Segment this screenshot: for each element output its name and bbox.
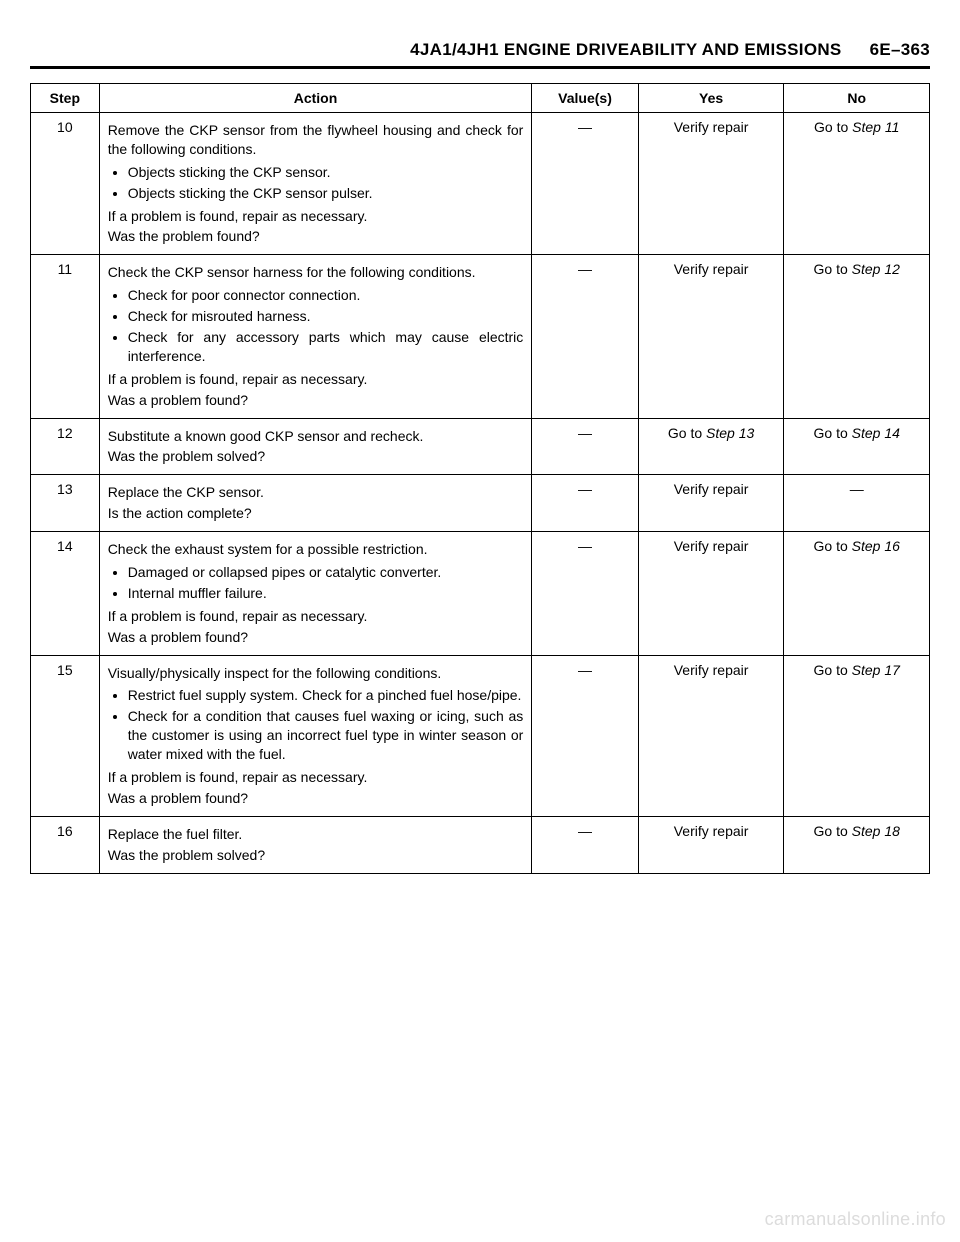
- action-note: If a problem is found, repair as necessa…: [108, 768, 524, 787]
- bullet: Damaged or collapsed pipes or catalytic …: [128, 563, 524, 582]
- table-row: 10 Remove the CKP sensor from the flywhe…: [31, 113, 930, 255]
- cell-no: —: [784, 475, 930, 532]
- yes-prefix: Go to: [668, 425, 706, 441]
- watermark: carmanualsonline.info: [765, 1209, 946, 1230]
- header-page-ref: 6E–363: [870, 40, 930, 60]
- cell-no: Go to Step 18: [784, 816, 930, 873]
- no-step: Step 11: [852, 119, 899, 135]
- action-question: Was a problem found?: [108, 391, 524, 410]
- cell-step: 13: [31, 475, 100, 532]
- no-step: Step 12: [852, 261, 900, 277]
- cell-step: 15: [31, 655, 100, 816]
- col-header-no: No: [784, 84, 930, 113]
- cell-values: —: [532, 532, 638, 655]
- action-intro: Check the exhaust system for a possible …: [108, 540, 524, 559]
- action-bullets: Check for poor connector connection. Che…: [108, 286, 524, 366]
- col-header-yes: Yes: [638, 84, 784, 113]
- cell-step: 16: [31, 816, 100, 873]
- cell-values: —: [532, 255, 638, 418]
- action-bullets: Objects sticking the CKP sensor. Objects…: [108, 163, 524, 203]
- cell-yes: Verify repair: [638, 113, 784, 255]
- table-row: 15 Visually/physically inspect for the f…: [31, 655, 930, 816]
- cell-step: 10: [31, 113, 100, 255]
- cell-yes: Verify repair: [638, 816, 784, 873]
- action-question: Is the action complete?: [108, 504, 524, 523]
- table-row: 16 Replace the fuel filter. Was the prob…: [31, 816, 930, 873]
- no-prefix: Go to: [814, 823, 852, 839]
- cell-yes: Verify repair: [638, 475, 784, 532]
- action-question: Was the problem found?: [108, 227, 524, 246]
- yes-step: Step 13: [706, 425, 754, 441]
- cell-no: Go to Step 11: [784, 113, 930, 255]
- page: 4JA1/4JH1 ENGINE DRIVEABILITY AND EMISSI…: [0, 0, 960, 874]
- bullet: Restrict fuel supply system. Check for a…: [128, 686, 524, 705]
- bullet: Check for poor connector connection.: [128, 286, 524, 305]
- action-question: Was a problem found?: [108, 789, 524, 808]
- action-note: If a problem is found, repair as necessa…: [108, 607, 524, 626]
- cell-values: —: [532, 816, 638, 873]
- action-question: Was the problem solved?: [108, 447, 524, 466]
- bullet: Check for a condition that causes fuel w…: [128, 707, 524, 764]
- bullet: Internal muffler failure.: [128, 584, 524, 603]
- cell-action: Replace the fuel filter. Was the problem…: [99, 816, 532, 873]
- cell-no: Go to Step 17: [784, 655, 930, 816]
- cell-no: Go to Step 16: [784, 532, 930, 655]
- table-row: 11 Check the CKP sensor harness for the …: [31, 255, 930, 418]
- no-step: Step 18: [852, 823, 900, 839]
- cell-action: Substitute a known good CKP sensor and r…: [99, 418, 532, 475]
- no-step: Step 14: [852, 425, 900, 441]
- cell-yes: Verify repair: [638, 532, 784, 655]
- cell-values: —: [532, 113, 638, 255]
- cell-action: Check the exhaust system for a possible …: [99, 532, 532, 655]
- cell-yes: Verify repair: [638, 655, 784, 816]
- action-intro: Replace the fuel filter.: [108, 825, 524, 844]
- cell-values: —: [532, 475, 638, 532]
- bullet: Check for any accessory parts which may …: [128, 328, 524, 366]
- action-question: Was a problem found?: [108, 628, 524, 647]
- cell-action: Replace the CKP sensor. Is the action co…: [99, 475, 532, 532]
- cell-step: 11: [31, 255, 100, 418]
- no-step: Step 17: [852, 662, 900, 678]
- action-note: If a problem is found, repair as necessa…: [108, 207, 524, 226]
- cell-values: —: [532, 655, 638, 816]
- cell-step: 14: [31, 532, 100, 655]
- cell-values: —: [532, 418, 638, 475]
- action-intro: Remove the CKP sensor from the flywheel …: [108, 121, 524, 159]
- no-prefix: Go to: [814, 662, 852, 678]
- col-header-action: Action: [99, 84, 532, 113]
- diagnostic-table: Step Action Value(s) Yes No 10 Remove th…: [30, 83, 930, 874]
- action-intro: Substitute a known good CKP sensor and r…: [108, 427, 524, 446]
- table-row: 14 Check the exhaust system for a possib…: [31, 532, 930, 655]
- no-prefix: Go to: [814, 119, 852, 135]
- col-header-step: Step: [31, 84, 100, 113]
- cell-action: Visually/physically inspect for the foll…: [99, 655, 532, 816]
- bullet: Check for misrouted harness.: [128, 307, 524, 326]
- bullet: Objects sticking the CKP sensor.: [128, 163, 524, 182]
- col-header-values: Value(s): [532, 84, 638, 113]
- action-question: Was the problem solved?: [108, 846, 524, 865]
- cell-yes: Go to Step 13: [638, 418, 784, 475]
- cell-step: 12: [31, 418, 100, 475]
- action-note: If a problem is found, repair as necessa…: [108, 370, 524, 389]
- table-row: 13 Replace the CKP sensor. Is the action…: [31, 475, 930, 532]
- no-prefix: Go to: [814, 538, 852, 554]
- no-step: Step 16: [852, 538, 900, 554]
- cell-no: Go to Step 12: [784, 255, 930, 418]
- header-title: 4JA1/4JH1 ENGINE DRIVEABILITY AND EMISSI…: [410, 40, 841, 60]
- no-prefix: Go to: [814, 425, 852, 441]
- table-header-row: Step Action Value(s) Yes No: [31, 84, 930, 113]
- cell-action: Remove the CKP sensor from the flywheel …: [99, 113, 532, 255]
- cell-no: Go to Step 14: [784, 418, 930, 475]
- no-prefix: Go to: [814, 261, 852, 277]
- action-intro: Check the CKP sensor harness for the fol…: [108, 263, 524, 282]
- bullet: Objects sticking the CKP sensor pulser.: [128, 184, 524, 203]
- table-row: 12 Substitute a known good CKP sensor an…: [31, 418, 930, 475]
- action-intro: Replace the CKP sensor.: [108, 483, 524, 502]
- action-bullets: Restrict fuel supply system. Check for a…: [108, 686, 524, 764]
- action-bullets: Damaged or collapsed pipes or catalytic …: [108, 563, 524, 603]
- cell-yes: Verify repair: [638, 255, 784, 418]
- action-intro: Visually/physically inspect for the foll…: [108, 664, 524, 683]
- page-header: 4JA1/4JH1 ENGINE DRIVEABILITY AND EMISSI…: [30, 40, 930, 69]
- cell-action: Check the CKP sensor harness for the fol…: [99, 255, 532, 418]
